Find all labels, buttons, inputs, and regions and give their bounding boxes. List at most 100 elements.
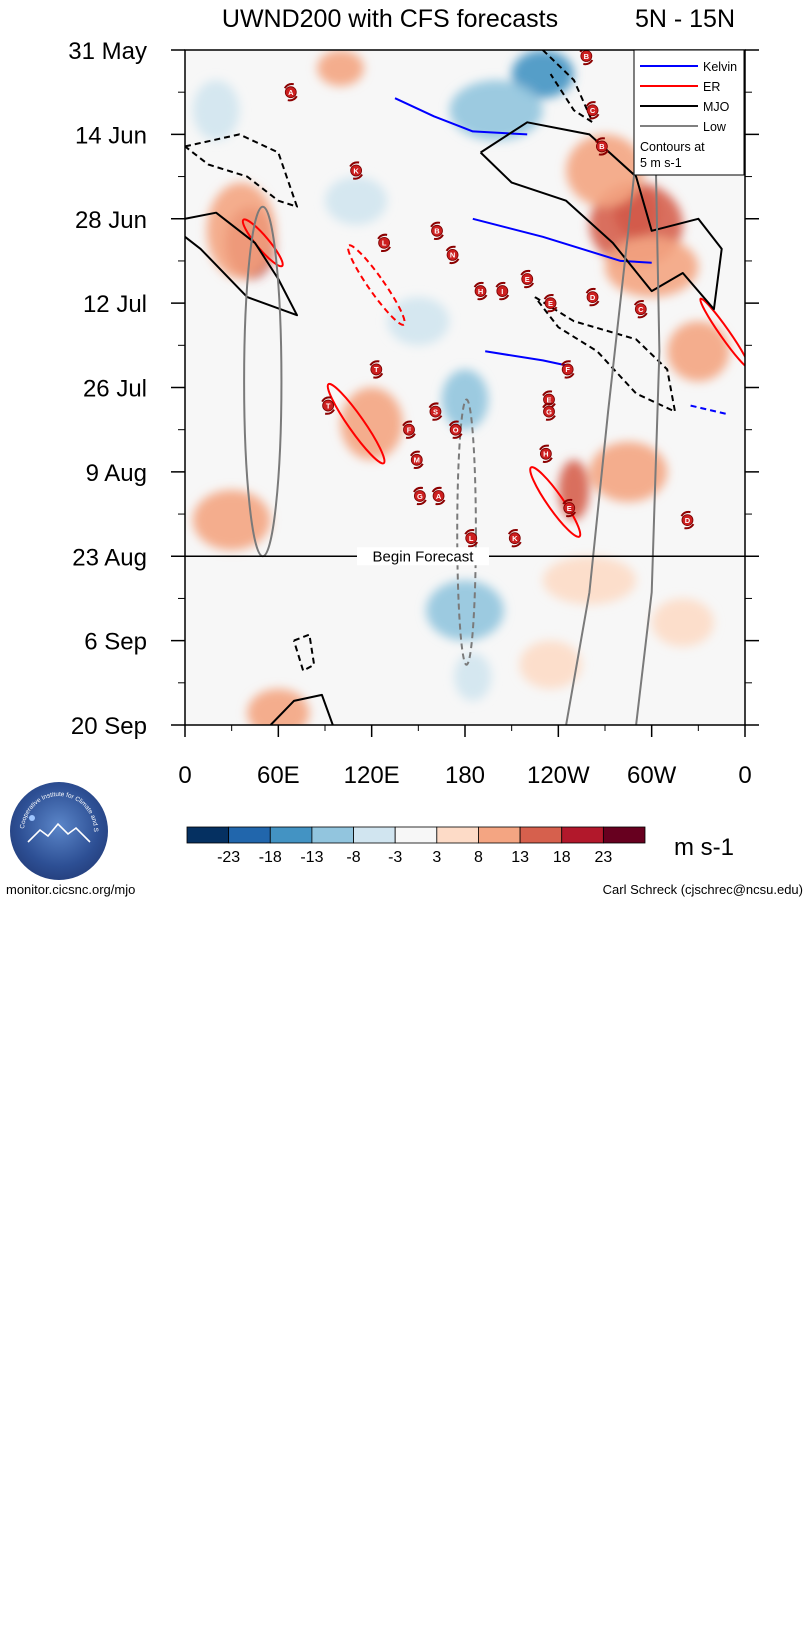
cics-logo: Cooperative Institute for Climate and Sa… [10,782,108,1643]
storm-marker-arms [579,50,594,66]
legend-note-line1: Contours at [640,140,705,154]
storm-marker-label: T [326,401,331,410]
logo-text: cics.nc [32,1618,107,1643]
x-tick-label: 60W [627,762,677,789]
storm-marker: G [542,402,556,421]
storm-marker: F [560,360,575,379]
storm-marker-circle [410,453,423,466]
storm-marker: A [283,83,298,102]
storm-marker: T [321,396,335,415]
storm-marker-arms [539,444,553,463]
y-tick-label: 14 Jun [75,122,147,149]
colorbar-swatch [186,826,230,844]
storm-marker-label: G [546,407,552,416]
storm-marker-label: F [565,365,570,374]
storm-marker-label: I [501,287,503,296]
storm-marker-circle [449,423,462,436]
storm-marker-circle [563,502,576,514]
contour-er [699,297,745,369]
colorbar-swatch [436,826,479,844]
colorbar-swatch [519,826,563,844]
storm-marker-label: C [638,305,644,314]
anomaly-patch [449,80,543,141]
storm-marker: K [349,161,363,180]
contour-kelvin [472,217,652,264]
colorbar-label: -13 [300,849,323,866]
colorbar-label: 8 [474,849,483,866]
storm-marker: S [428,402,443,421]
storm-marker: L [377,233,391,253]
anomaly-patch [192,80,240,141]
colorbar-label: -18 [259,849,282,866]
contour-kelvin [690,404,730,416]
colorbar-label: 3 [432,849,441,866]
y-tick-label: 9 Aug [86,460,147,487]
storm-marker-arms [283,83,298,102]
colorbar-swatch [602,826,646,844]
storm-marker: B [430,221,444,240]
storm-marker-arms [543,293,558,313]
storm-marker-circle [539,447,552,460]
anomaly-patch [519,640,582,689]
storm-marker-arms [428,402,443,421]
storm-marker-label: K [512,534,518,543]
storm-marker-circle [413,490,426,502]
legend-label-mjo: MJO [703,100,730,114]
colorbar-label: -23 [217,849,240,866]
storm-marker-label: E [548,299,553,308]
colorbar-label: 23 [594,849,612,866]
chart-title: UWND200 with CFS forecasts [222,5,558,33]
storm-marker-circle [378,236,391,249]
storm-marker-arms [585,101,600,120]
anomaly-patch [542,556,637,605]
anomaly-patch [605,236,699,298]
anomaly-patch [667,321,730,382]
y-tick-label: 31 May [68,38,147,65]
storm-marker-label: L [382,239,387,248]
storm-marker-label: H [543,450,548,459]
storm-marker: H [539,444,553,463]
storm-marker-label: L [469,534,474,543]
colorbar-unit: m s-1 [674,834,734,861]
storm-marker-circle [561,363,574,376]
storm-marker: I [495,281,510,301]
storm-marker-circle [544,297,557,310]
storm-marker: B [595,137,609,156]
storm-marker-circle [521,273,534,285]
chart-region: 5N - 15N [635,5,735,33]
x-axis: 0 60E 120E 180 120W 60W 0 [178,725,752,789]
storm-marker: C [585,101,600,120]
contour-low [456,398,477,666]
storm-marker-circle [465,532,478,545]
storm-marker-arms [349,161,363,180]
storm-marker-label: N [450,251,455,260]
anomaly-patch [387,297,450,346]
storm-marker-arms [431,486,446,506]
x-tick-label: 120E [344,762,400,789]
storm-marker-circle [586,104,599,117]
contour-er [346,244,406,326]
storm-marker-circle [284,86,297,99]
footer-url[interactable]: monitor.cicsnc.org/mjo [6,882,136,897]
storm-marker: E [520,269,535,289]
legend-box [633,49,745,176]
storm-marker: E [562,498,577,518]
contour-mjo [269,693,334,725]
colorbar-swatch [311,826,354,844]
storm-marker-arms [495,281,510,301]
chart-figure: UWND200 with CFS forecasts 5N - 15N A K L B… [68,5,759,866]
storm-marker-label: B [584,52,590,61]
colorbar-label: -8 [346,849,360,866]
y-tick-label: 23 Aug [72,544,147,571]
logo-mountain-line [27,822,91,843]
y-tick-label: 6 Sep [84,629,147,656]
storm-marker: E [543,293,558,313]
storm-marker-circle [446,249,459,261]
x-tick-label: 180 [445,762,485,789]
contour-mjo [185,133,298,208]
anomaly-patch [589,441,668,503]
storm-marker-circle [474,285,487,297]
storm-marker-arms [680,510,695,530]
logo-art: Cooperative Institute for Climate and Sa… [10,782,99,843]
